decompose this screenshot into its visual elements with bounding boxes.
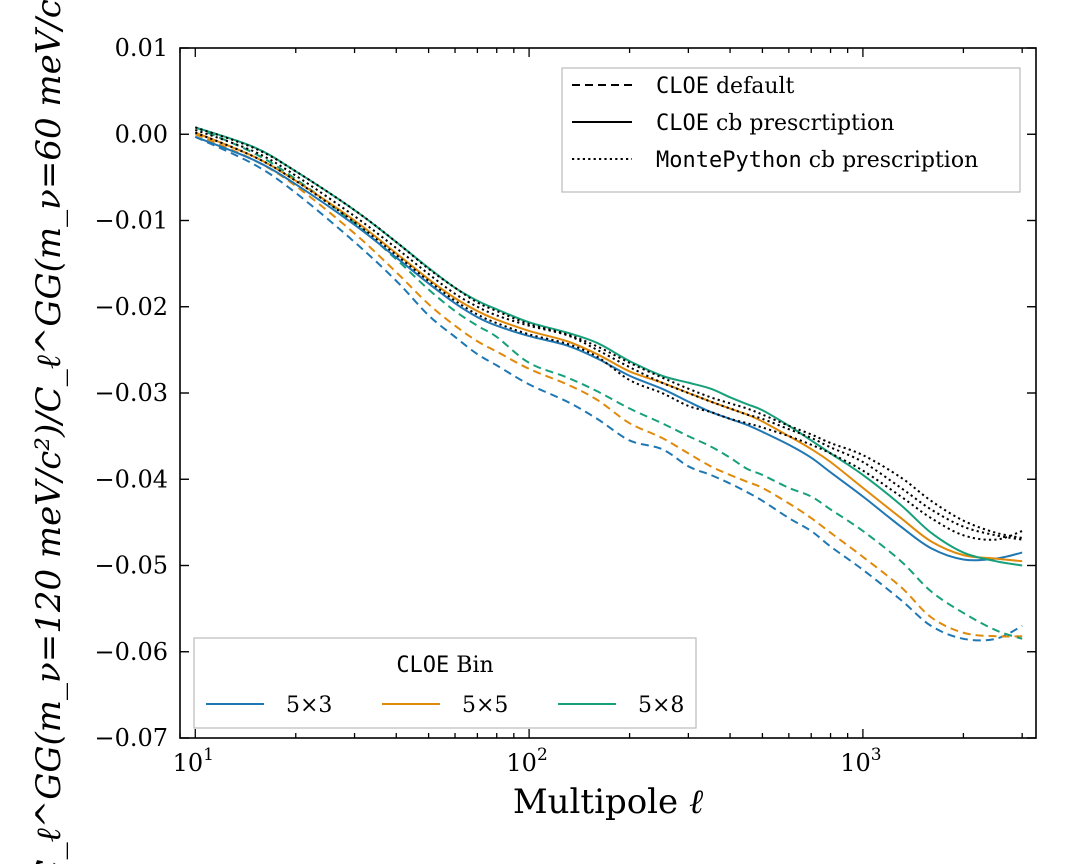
series-line-2 (194, 133, 1023, 638)
y-tick-label: −0.04 (94, 465, 168, 493)
legend-top-label: CLOE cb prescrtiption (656, 111, 894, 136)
series-line-9 (194, 126, 1023, 539)
y-tick-label: −0.05 (94, 552, 168, 580)
legend-bottom-label: 5×8 (638, 693, 684, 718)
y-tick-label: 0.00 (115, 120, 168, 148)
y-tick-label: −0.03 (94, 379, 168, 407)
legend-bottom-title: CLOE Bin (396, 653, 493, 678)
series-line-6 (194, 126, 1023, 567)
legend-bottom-label: 5×3 (286, 693, 332, 718)
series-line-7 (194, 131, 1023, 541)
x-axis-label: Multipole ℓ (513, 782, 703, 822)
legend-top-label: MontePython cb prescription (656, 148, 978, 173)
legend-bottom-label: 5×5 (462, 693, 508, 718)
series-line-5 (194, 131, 1023, 563)
x-tick-label: 102 (506, 745, 547, 777)
legend-bottom-frame (193, 637, 697, 729)
legend-top-label: CLOE default (656, 74, 795, 99)
x-tick-label: 101 (173, 745, 214, 777)
y-tick-label: −0.02 (94, 293, 168, 321)
y-tick-label: −0.06 (94, 638, 168, 666)
series-line-8 (194, 129, 1023, 541)
y-tick-label: −0.07 (94, 724, 168, 752)
ticks-layer: 0.01 0.00 −0.01 −0.02 −0.03 −0.04 −0.05 −0.06 −0… (94, 34, 1036, 777)
x-tick-label: 103 (840, 745, 881, 777)
y-axis-label-text: C_ℓ^GG(m_ν=120 meV/c²)/C_ℓ^GG(m_ν=60 meV… (29, 0, 69, 864)
y-tick-label: 0.01 (115, 34, 168, 62)
series-line-4 (194, 135, 1023, 562)
legend-top-frame (561, 67, 1021, 193)
legend-bottom: CLOE Bin 5×3 5×5 5×8 (193, 637, 697, 729)
series-line-1 (194, 135, 1023, 642)
y-axis-label: C_ℓ^GG(m_ν=120 meV/c²)/C_ℓ^GG(m_ν=60 meV… (29, 0, 69, 864)
y-tick-label: −0.01 (94, 207, 168, 235)
legend-top: CLOE default CLOE cb prescrtiption MontePy… (561, 67, 1021, 193)
series-line-3 (194, 126, 1023, 640)
series-layer (194, 126, 1023, 642)
